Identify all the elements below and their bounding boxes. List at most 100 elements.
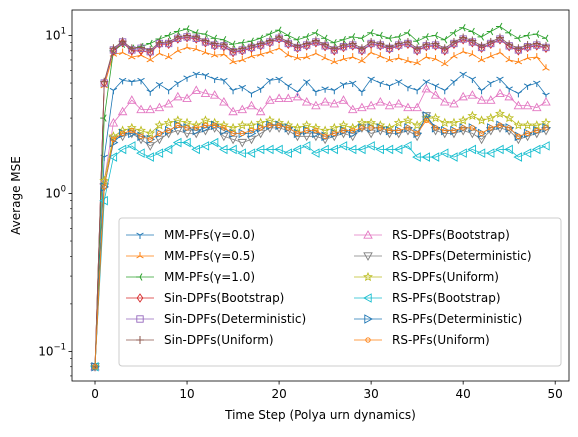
data-point xyxy=(248,127,255,134)
data-point xyxy=(534,127,540,134)
legend-entry: MM-PFs(γ=0.5) xyxy=(126,249,255,263)
data-point xyxy=(488,125,494,131)
legend-entry: Sin-DPFs(Bootstrap) xyxy=(126,291,284,305)
data-point xyxy=(238,44,247,53)
legend-label: RS-PFs(Deterministic) xyxy=(392,312,522,326)
data-point xyxy=(228,122,238,133)
data-point xyxy=(175,122,181,128)
data-point xyxy=(247,90,256,98)
data-point xyxy=(247,128,257,139)
data-point xyxy=(541,141,550,151)
data-point xyxy=(375,144,384,155)
data-point xyxy=(202,122,209,128)
data-point xyxy=(339,41,348,50)
data-point xyxy=(523,31,531,40)
data-point xyxy=(348,33,356,41)
data-point xyxy=(146,39,153,48)
data-point xyxy=(275,44,283,51)
data-point xyxy=(218,120,229,130)
legend-entry: RS-PFs(Deterministic) xyxy=(354,312,522,326)
data-point xyxy=(283,93,294,103)
data-point xyxy=(165,39,172,50)
data-point xyxy=(376,80,385,88)
data-point xyxy=(347,122,358,133)
data-point xyxy=(109,44,118,53)
x-tick-label: 50 xyxy=(548,387,563,401)
data-point xyxy=(274,144,283,155)
data-point xyxy=(459,33,468,42)
data-point xyxy=(293,36,300,44)
data-point xyxy=(293,41,302,50)
data-point xyxy=(108,131,119,141)
data-point xyxy=(164,53,173,60)
data-point xyxy=(531,144,541,155)
data-point xyxy=(459,47,467,55)
data-point xyxy=(313,127,319,134)
data-point xyxy=(522,148,532,158)
data-point xyxy=(430,112,441,123)
legend-label: RS-PFs(Bootstrap) xyxy=(392,291,501,305)
data-point xyxy=(477,41,486,50)
data-point xyxy=(358,56,366,64)
data-point xyxy=(460,125,466,131)
data-point xyxy=(385,55,394,63)
data-point xyxy=(366,141,375,151)
series-line-4 xyxy=(94,36,547,367)
data-point xyxy=(110,136,117,143)
data-point xyxy=(154,102,165,112)
data-point xyxy=(541,117,551,128)
data-point xyxy=(376,39,385,48)
data-point xyxy=(138,133,144,139)
data-point xyxy=(182,93,192,103)
data-point xyxy=(339,54,348,62)
data-point xyxy=(451,127,457,134)
data-point xyxy=(367,37,376,46)
data-point xyxy=(347,144,357,155)
data-point xyxy=(513,152,523,162)
data-point xyxy=(109,137,119,148)
y-tick-label: 100 xyxy=(45,184,66,200)
data-point xyxy=(155,49,164,56)
data-point xyxy=(264,115,275,125)
data-point xyxy=(476,135,487,145)
data-point xyxy=(301,120,312,130)
data-point xyxy=(312,128,321,139)
data-point xyxy=(414,130,420,137)
data-point xyxy=(440,44,449,53)
data-point xyxy=(449,37,458,46)
data-point xyxy=(119,130,126,137)
data-point xyxy=(164,87,173,95)
data-point xyxy=(117,106,128,116)
legend-entry: RS-PFs(Bootstrap) xyxy=(354,291,501,305)
legend-marker xyxy=(364,314,373,324)
data-point xyxy=(265,30,273,38)
data-point xyxy=(210,51,219,58)
data-point xyxy=(237,148,246,158)
x-axis-label: Time Step (Polya urn dynamics) xyxy=(224,408,416,422)
data-point xyxy=(404,56,412,64)
data-point xyxy=(356,144,366,155)
data-point xyxy=(237,104,248,114)
data-point xyxy=(394,39,403,48)
data-point xyxy=(292,144,302,155)
legend-marker xyxy=(363,252,373,261)
data-point xyxy=(156,130,163,137)
data-point xyxy=(293,54,302,61)
data-point xyxy=(487,80,495,88)
data-point xyxy=(413,87,421,95)
data-point xyxy=(239,130,245,137)
data-point xyxy=(201,48,210,55)
data-point xyxy=(441,60,449,67)
data-point xyxy=(393,98,404,108)
data-point xyxy=(237,138,248,148)
data-point xyxy=(439,96,450,106)
data-point xyxy=(350,127,356,134)
data-point xyxy=(368,125,374,131)
data-point xyxy=(136,148,145,158)
data-point xyxy=(524,130,531,137)
data-point xyxy=(220,77,228,85)
data-point xyxy=(477,55,486,63)
legend-marker xyxy=(136,293,144,303)
data-point xyxy=(129,127,135,134)
data-point xyxy=(468,27,475,36)
